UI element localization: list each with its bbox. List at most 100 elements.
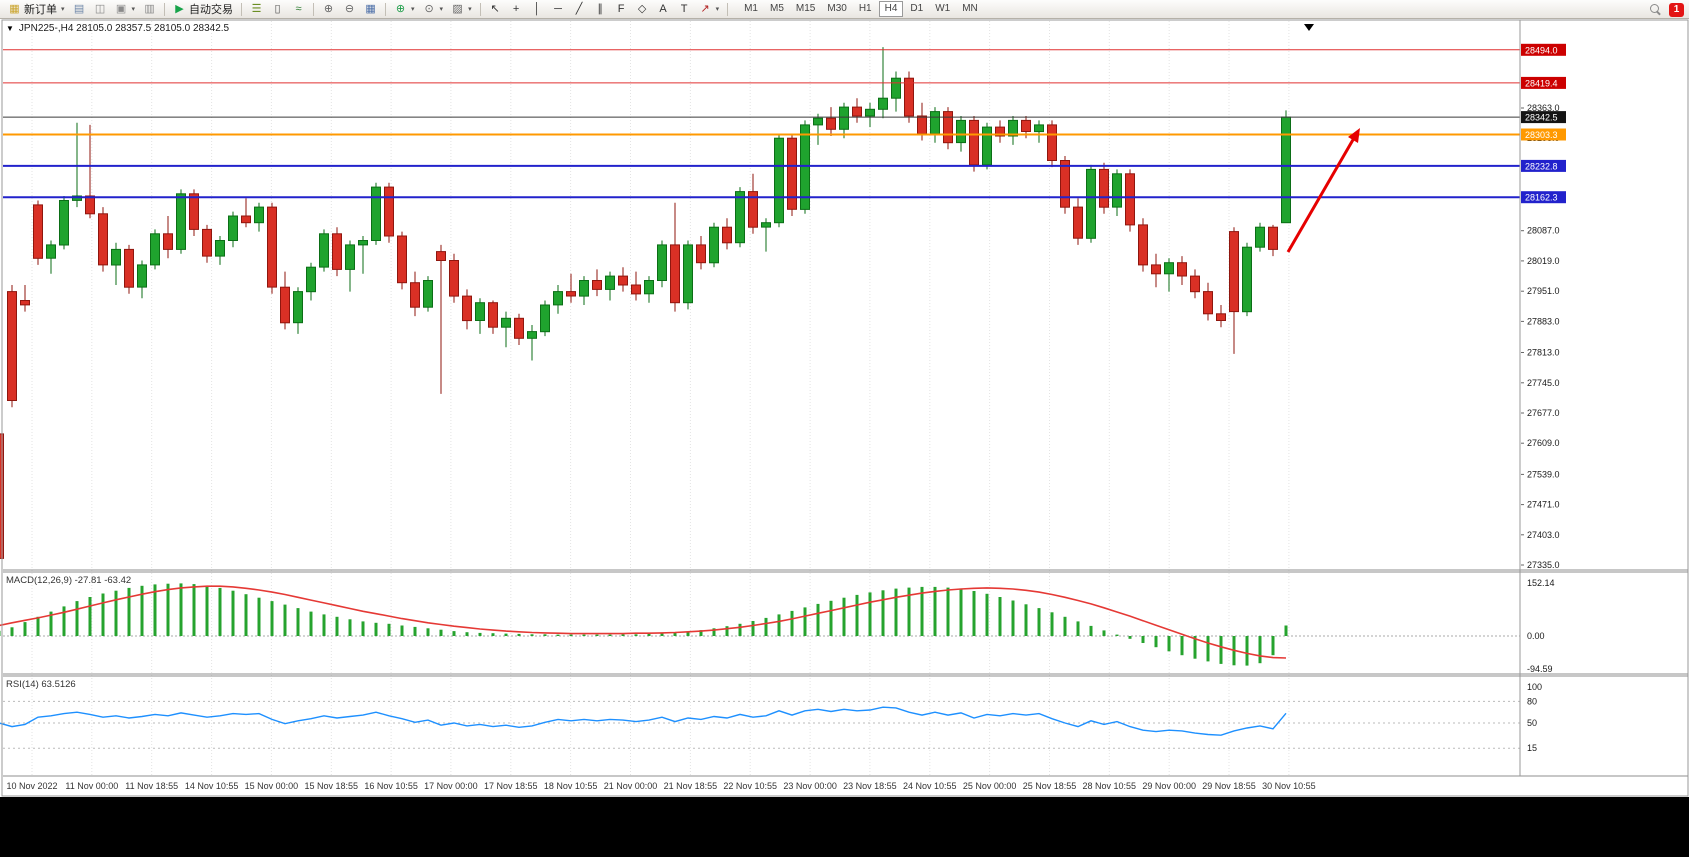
toolbar-separator <box>479 2 481 16</box>
vertical-line-icon: │ <box>533 3 541 15</box>
text-icon: A <box>659 3 667 15</box>
rsi-levels <box>3 700 1520 749</box>
toolbar: ▦ 新订单 ▾ ▤ ◫ ▣ ▾ ▥ ▶ 自动交易 ☰ ▯ ≈ ⊕ ⊖ ▦ ⊕ ▾ ⊙ ▾ ▨ ▾ ↖ + │ ─ ╱ ∥ F ◇ A T ↗ ▾ … <box>0 0 1689 19</box>
zoom-in-button[interactable]: ⊕ <box>318 1 339 18</box>
play-icon: ▶ <box>175 3 184 15</box>
horizontal-line-objects[interactable] <box>3 49 1520 199</box>
chart-symbol-header: ▼ JPN225-,H4 28105.0 28357.5 28105.0 283… <box>6 23 229 34</box>
label-tool-button[interactable]: T <box>674 1 695 18</box>
svg-text:15 Nov 00:00: 15 Nov 00:00 <box>245 781 299 791</box>
trendline-tool-button[interactable]: ╱ <box>569 1 590 18</box>
toolbar-items: ▦ 新订单 ▾ ▤ ◫ ▣ ▾ ▥ ▶ 自动交易 ☰ ▯ ≈ ⊕ ⊖ ▦ ⊕ ▾ ⊙ ▾ ▨ ▾ ↖ + │ ─ ╱ ∥ F ◇ A T ↗ ▾ <box>4 0 732 18</box>
svg-text:18 Nov 10:55: 18 Nov 10:55 <box>544 781 598 791</box>
svg-text:27609.0: 27609.0 <box>1527 438 1560 448</box>
svg-text:28342.5: 28342.5 <box>1525 113 1558 123</box>
tile-windows-button[interactable]: ▦ <box>360 1 381 18</box>
svg-text:16 Nov 10:55: 16 Nov 10:55 <box>364 781 418 791</box>
crosshair-icon: + <box>512 3 520 15</box>
svg-text:27471.0: 27471.0 <box>1527 500 1560 510</box>
svg-text:27335.0: 27335.0 <box>1527 560 1560 570</box>
chevron-down-icon: ▾ <box>715 6 720 13</box>
pane-borders <box>1 19 1689 797</box>
timeframe-m1-button[interactable]: M1 <box>744 3 758 14</box>
crosshair-tool-button[interactable]: + <box>506 1 527 18</box>
candlestick-series <box>0 47 1291 559</box>
vertical-line-tool-button[interactable]: │ <box>527 1 548 18</box>
svg-text:29 Nov 18:55: 29 Nov 18:55 <box>1202 781 1256 791</box>
channel-tool-button[interactable]: ∥ <box>590 1 611 18</box>
new-order-button[interactable]: ▦ 新订单 ▾ <box>4 1 69 18</box>
chevron-down-icon: ▾ <box>61 6 65 13</box>
svg-text:28419.4: 28419.4 <box>1525 78 1558 88</box>
timeframe-w1-button[interactable]: W1 <box>935 3 951 14</box>
new-chart-button[interactable]: ▣ ▾ <box>111 1 140 18</box>
trend-arrow-annotation[interactable] <box>1286 128 1360 253</box>
periodicity-button[interactable]: ⊙ ▾ <box>419 1 448 18</box>
print-button[interactable]: ▤ <box>69 1 90 18</box>
chart-shift-marker-icon[interactable] <box>1304 24 1314 31</box>
new-chart-icon: ▣ <box>115 3 127 15</box>
time-axis[interactable]: 10 Nov 2022 11 Nov 00:00 11 Nov 18:55 14 No… <box>6 781 1315 791</box>
bottom-black-bar <box>0 797 1689 857</box>
toolbar-separator <box>164 2 166 16</box>
templates-button[interactable]: ▨ ▾ <box>447 1 476 18</box>
line-chart-type-button[interactable]: ≈ <box>288 1 309 18</box>
text-tool-button[interactable]: A <box>653 1 674 18</box>
svg-text:100: 100 <box>1527 682 1542 692</box>
zoom-in-icon: ⊕ <box>323 3 334 15</box>
svg-text:11 Nov 18:55: 11 Nov 18:55 <box>125 781 178 791</box>
timeframe-mn-button[interactable]: MN <box>962 3 978 14</box>
new-order-button-label: 新订单 <box>24 4 57 16</box>
svg-text:152.14: 152.14 <box>1527 578 1555 588</box>
fibonacci-tool-button[interactable]: F <box>611 1 632 18</box>
preview-icon: ◫ <box>94 3 106 15</box>
search-icon[interactable] <box>1650 3 1662 16</box>
svg-text:11 Nov 00:00: 11 Nov 00:00 <box>65 781 118 791</box>
indicators-button[interactable]: ⊕ ▾ <box>390 1 419 18</box>
svg-text:28232.8: 28232.8 <box>1525 161 1558 171</box>
svg-text:17 Nov 00:00: 17 Nov 00:00 <box>424 781 478 791</box>
price-axis[interactable]: 28363.028295.028087.028019.027951.027883… <box>1521 43 1566 570</box>
bar-chart-type-button[interactable]: ☰ <box>246 1 267 18</box>
svg-text:28019.0: 28019.0 <box>1527 256 1560 266</box>
svg-text:23 Nov 18:55: 23 Nov 18:55 <box>843 781 897 791</box>
bars-icon: ☰ <box>251 3 262 15</box>
svg-text:28363.0: 28363.0 <box>1527 103 1560 113</box>
svg-text:25 Nov 18:55: 25 Nov 18:55 <box>1023 781 1077 791</box>
new-order-chart-icon: ▦ <box>9 3 20 15</box>
profiles-button[interactable]: ▥ <box>139 1 160 18</box>
macd-axis: 152.14 0.00 -94.59 <box>1527 578 1555 674</box>
svg-text:24 Nov 10:55: 24 Nov 10:55 <box>903 781 957 791</box>
timeframe-d1-button[interactable]: D1 <box>910 3 924 14</box>
templates-icon: ▨ <box>452 3 463 15</box>
timeframe-m15-button[interactable]: M15 <box>795 3 816 14</box>
toolbar-separator <box>241 2 243 16</box>
svg-text:50: 50 <box>1527 718 1537 728</box>
symbol-ohlc-text: JPN225-,H4 28105.0 28357.5 28105.0 28342… <box>18 23 230 34</box>
svg-text:14 Nov 10:55: 14 Nov 10:55 <box>185 781 239 791</box>
cursor-tool-button[interactable]: ↖ <box>485 1 506 18</box>
chevron-down-icon: ▾ <box>131 6 136 13</box>
zoom-out-button[interactable]: ⊖ <box>339 1 360 18</box>
timeframe-m30-button[interactable]: M30 <box>827 3 847 14</box>
print-preview-button[interactable]: ◫ <box>90 1 111 18</box>
svg-text:27883.0: 27883.0 <box>1527 316 1560 326</box>
notification-badge[interactable]: 1 <box>1669 2 1684 17</box>
shapes-tool-button[interactable]: ◇ <box>632 1 653 18</box>
horizontal-line-tool-button[interactable]: ─ <box>548 1 569 18</box>
toolbar-separator <box>313 2 315 16</box>
svg-text:28303.3: 28303.3 <box>1525 130 1558 140</box>
candlestick-type-button[interactable]: ▯ <box>267 1 288 18</box>
shapes-icon: ◇ <box>637 3 647 15</box>
svg-text:23 Nov 00:00: 23 Nov 00:00 <box>783 781 837 791</box>
chevron-down-icon: ▾ <box>468 6 472 13</box>
timeframe-h4-button[interactable]: H4 <box>878 1 904 17</box>
toolbar-separator <box>727 2 729 16</box>
timeframe-h1-button[interactable]: H1 <box>858 3 872 14</box>
svg-text:28162.3: 28162.3 <box>1525 193 1558 203</box>
auto-trading-button[interactable]: ▶ 自动交易 <box>169 1 237 18</box>
one-click-trading-collapse-icon[interactable]: ▼ <box>6 24 14 33</box>
arrows-tool-button[interactable]: ↗ ▾ <box>695 1 724 18</box>
timeframe-m5-button[interactable]: M5 <box>770 3 784 14</box>
